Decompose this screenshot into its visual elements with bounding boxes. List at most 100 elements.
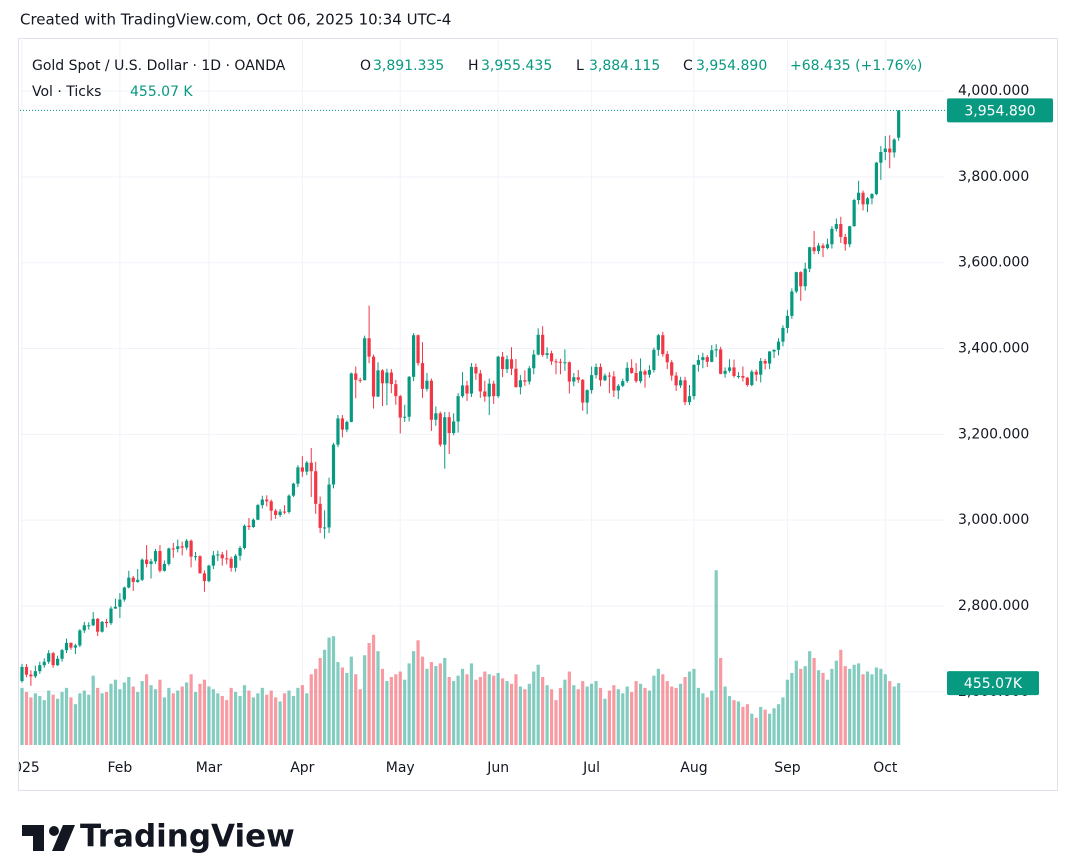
volume-bar [394, 674, 398, 745]
candle-body [732, 367, 736, 376]
candle-body [652, 349, 656, 370]
candle-body [492, 383, 496, 397]
volume-bar [825, 679, 830, 745]
volume-bar [652, 675, 656, 745]
candle-body [145, 559, 149, 564]
volume-bar [776, 704, 781, 745]
candle-body [803, 268, 807, 287]
candle-body [710, 350, 714, 362]
volume-bar [674, 687, 678, 745]
candle-body [363, 338, 367, 381]
volume-bar [64, 687, 69, 745]
candle-body [434, 413, 438, 420]
volume-bar [897, 683, 901, 745]
volume-bar [861, 674, 865, 745]
y-tick-label: 2,800.000 [958, 598, 1029, 614]
volume-bar [287, 690, 291, 745]
ohlc-key: C [683, 58, 693, 74]
candle-body [420, 363, 425, 389]
candle-body [572, 377, 576, 382]
volume-bar [719, 657, 723, 745]
candle-body [82, 625, 86, 631]
volume-bar [456, 675, 460, 745]
candle-body [300, 467, 304, 472]
volume-bar [127, 677, 131, 745]
volume-bar [492, 675, 496, 745]
candle-body [772, 349, 776, 352]
candle-body [385, 372, 389, 384]
volume-bar [349, 656, 353, 745]
brand-name: TradingView [80, 819, 295, 855]
volume-bar [638, 683, 643, 745]
candle-body [207, 565, 211, 582]
candle-body [180, 546, 184, 548]
volume-bar [20, 687, 24, 745]
candle-body [42, 661, 46, 666]
candle-body [265, 499, 269, 502]
volume-tag-label: 455.07K [964, 676, 1023, 692]
candle-body [719, 349, 723, 374]
candle-body [153, 551, 158, 562]
x-axis: 2025 Feb Mar Apr May Jun Jul Aug Sep Oct [19, 760, 898, 776]
candle-body [47, 653, 51, 662]
volume-bar [296, 687, 300, 745]
volume-bar [363, 655, 367, 745]
volume-bar [412, 651, 416, 745]
candle-body [754, 371, 758, 375]
candle-body [371, 356, 376, 397]
candle-body [612, 376, 616, 391]
candle-body [857, 192, 861, 201]
candle-body [563, 362, 567, 364]
volume-bar [87, 694, 91, 745]
candle-body [242, 525, 247, 549]
candle-body [687, 396, 692, 403]
volume-bar [291, 696, 296, 745]
brand-logo: TradingView [22, 819, 295, 855]
volume-bar [416, 640, 420, 745]
volume-bar [24, 691, 29, 745]
volume-bar [193, 691, 198, 745]
candle-body [438, 413, 442, 445]
volume-title: Vol · Ticks [32, 84, 101, 100]
volume-bar [745, 704, 749, 745]
candle-body [278, 511, 282, 516]
volume-bar [158, 679, 162, 745]
candle-body [723, 370, 727, 374]
volume-bar [536, 664, 540, 745]
ohlc-value: 3,954.890 [696, 58, 767, 74]
candle-body [545, 353, 549, 355]
candle-body [874, 162, 878, 195]
logo-shape [52, 825, 75, 851]
candle-body [469, 366, 474, 394]
volume-bar [643, 687, 647, 745]
volume-bar [274, 697, 278, 745]
candle-body [247, 525, 251, 528]
volume-bar [803, 666, 807, 745]
candle-body [256, 505, 260, 520]
volume-bar [750, 713, 754, 745]
volume-bar [865, 671, 870, 745]
candle-layer [20, 110, 901, 686]
volume-bar [621, 693, 625, 745]
volume-bar [323, 649, 327, 745]
volume-bar [407, 663, 411, 745]
candle-body [505, 359, 509, 370]
candle-body [607, 375, 611, 377]
candle-body [741, 375, 745, 378]
candle-body [527, 368, 531, 382]
candle-body [736, 375, 741, 377]
volume-bar [527, 683, 531, 745]
candle-body [750, 371, 754, 385]
volume-bar [331, 636, 336, 745]
volume-bar [879, 668, 883, 745]
candle-body [536, 334, 540, 355]
ohlc-legend: O 3,891.335 H 3,955.435 L 3,884.115 C 3,954.890… [360, 58, 922, 74]
volume-bar [563, 679, 567, 745]
volume-bar [69, 697, 73, 745]
volume-bar [723, 686, 727, 745]
candle-body [785, 315, 789, 328]
volume-bar [794, 660, 798, 745]
candle-body [216, 554, 220, 556]
volume-bar [438, 663, 442, 745]
